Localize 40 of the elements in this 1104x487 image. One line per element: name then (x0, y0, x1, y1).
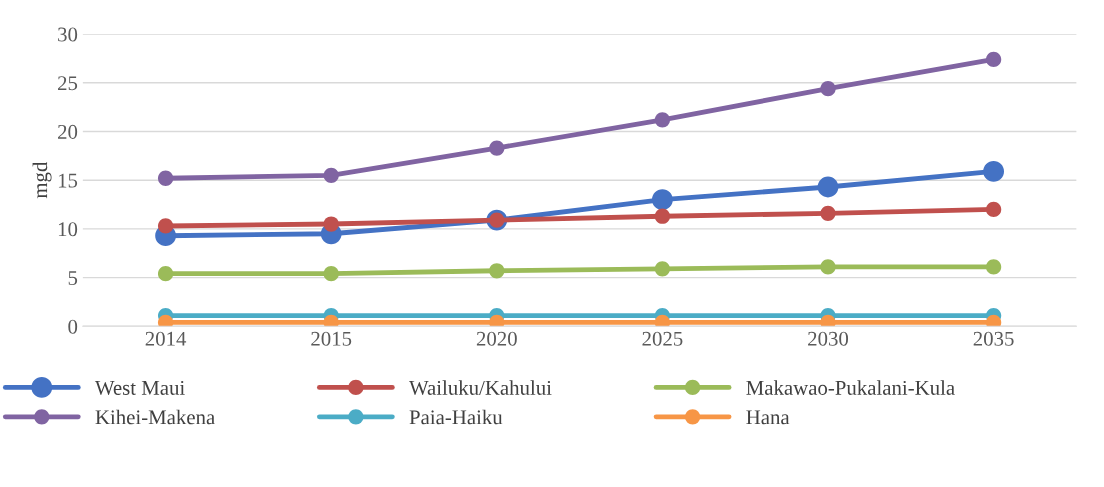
y-tick-label: 25 (58, 76, 78, 91)
point (820, 81, 836, 97)
point (985, 51, 1002, 68)
point (983, 161, 1005, 182)
point (654, 208, 671, 224)
point (985, 259, 1002, 275)
point (323, 167, 339, 183)
y-tick-label: 30 (58, 27, 78, 42)
x-tick-label: 2030 (808, 331, 849, 346)
legend-label: Kihei-Makena (95, 409, 215, 425)
y-axis-title: mgd (32, 161, 52, 199)
x-tick-label: 2020 (476, 331, 517, 346)
point (820, 259, 836, 275)
point (985, 201, 1002, 218)
x-tick-label: 2025 (642, 331, 683, 346)
point (157, 170, 174, 186)
y-tick-label: 10 (58, 222, 78, 237)
point (489, 263, 505, 279)
point (323, 216, 339, 232)
legend-label: Makawao-Pukalani-Kula (746, 380, 955, 395)
y-tick-label: 15 (58, 173, 78, 188)
x-tick-label: 2035 (973, 331, 1014, 346)
legend-label: Wailuku/Kahului (409, 380, 552, 395)
point (817, 176, 839, 198)
legend-label: West Maui (94, 380, 185, 395)
y-tick-label: 5 (68, 271, 78, 286)
y-tick-label: 0 (68, 319, 78, 334)
point (157, 218, 174, 234)
legend-label: Hana (746, 410, 790, 425)
point (157, 266, 174, 282)
point (654, 112, 671, 128)
x-tick-label: 2014 (145, 331, 187, 346)
point (820, 205, 836, 221)
point (489, 140, 505, 156)
x-tick-label: 2015 (311, 331, 352, 346)
legend-label: Paia-Haiku (409, 409, 503, 425)
y-tick-label: 20 (58, 124, 78, 139)
point (651, 189, 673, 211)
point (654, 261, 671, 277)
point (323, 266, 339, 282)
